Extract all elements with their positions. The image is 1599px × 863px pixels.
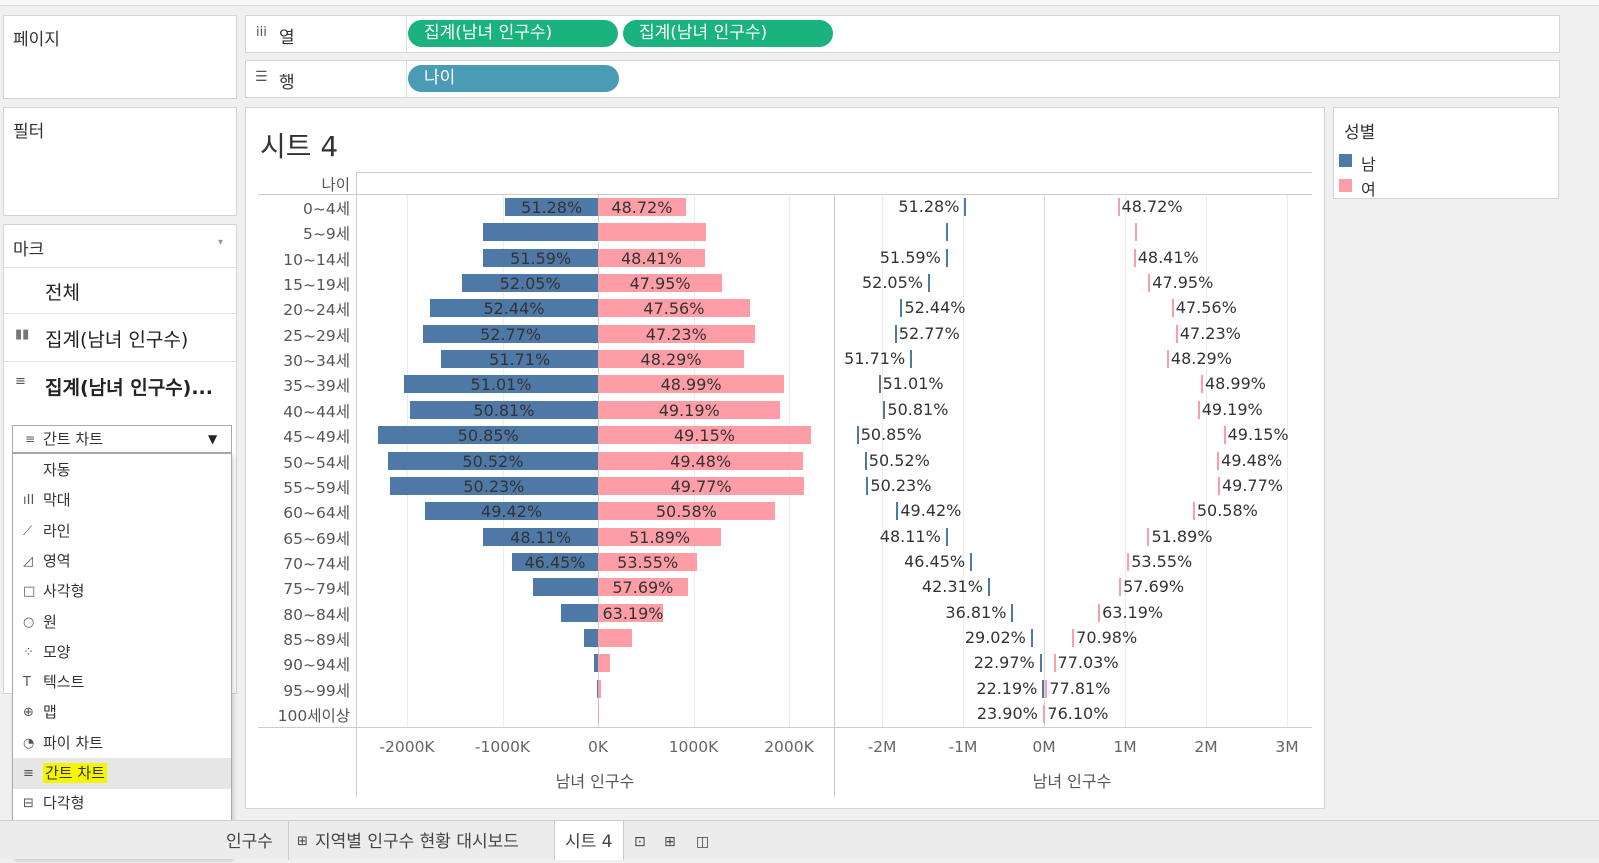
mark-type-option-label: 막대 (43, 485, 71, 516)
columns-pill-1[interactable]: 집계(남녀 인구수) (408, 20, 618, 47)
tab-dashboard-label: 지역별 인구수 현황 대시보드 (315, 821, 519, 863)
gantt-icon: ≡ (15, 374, 26, 389)
mark-type-option-label: 모양 (43, 637, 71, 668)
bar-icon: ▮▮ (15, 327, 29, 342)
circle-icon: ○ (23, 607, 37, 638)
sheet-canvas (245, 107, 1325, 809)
area-icon: ◿ (23, 546, 37, 577)
chevron-down-icon[interactable]: ▼ (208, 426, 217, 452)
shelf-divider (406, 61, 407, 97)
mark-type-option-label: 원 (43, 607, 57, 638)
square-icon: □ (23, 576, 37, 607)
mark-type-option-polygon[interactable]: ⊟다각형 (13, 788, 231, 819)
legend-title: 성별 (1344, 118, 1375, 143)
tab-sheet-4[interactable]: 시트 4 (554, 821, 624, 860)
mark-type-option-label: 사각형 (43, 576, 84, 607)
color-legend: 성별 남 여 (1333, 107, 1559, 199)
legend-item-female[interactable]: 여 (1339, 175, 1557, 199)
gantt-icon: ≡ (25, 426, 35, 452)
pages-title: 페이지 (13, 25, 60, 50)
mark-type-option-circle[interactable]: ○원 (13, 607, 231, 638)
tab-population-label: 인구수 (226, 821, 273, 863)
rows-label: 행 (279, 68, 295, 93)
new-sheet-icon[interactable]: ⊡ (634, 821, 646, 860)
mark-type-option-label: 파이 차트 (43, 728, 103, 759)
marks-tab-measure-1[interactable]: ▮▮ 집계(남녀 인구수) (4, 313, 236, 361)
gantt-icon: ≡ (23, 758, 37, 789)
legend-swatch-male (1339, 154, 1352, 167)
mark-type-option-label: 라인 (43, 516, 71, 547)
new-story-icon[interactable]: ◫ (696, 821, 709, 860)
dashboard-icon: ⊞ (297, 821, 308, 863)
tab-population[interactable]: 인구수 (200, 821, 286, 860)
mark-type-option-square[interactable]: □사각형 (13, 576, 231, 607)
new-dashboard-icon[interactable]: ⊞ (664, 821, 676, 860)
mark-type-option-label: 영역 (43, 546, 71, 577)
bar-icon: ıII (23, 485, 37, 516)
sheet-tab-bar: 인구수 ⊞ 지역별 인구수 현황 대시보드 시트 4 ⊡ ⊞ ◫ (0, 820, 1599, 859)
marks-tab-measure-1-label: 집계(남녀 인구수) (45, 325, 188, 352)
filters-panel[interactable]: 필터 (3, 107, 237, 216)
mark-type-option-label: 자동 (43, 455, 71, 486)
top-toolbar-strip (0, 0, 1599, 6)
mark-type-option-line[interactable]: ⟋라인 (13, 516, 231, 547)
marks-title: 마크 (13, 235, 44, 260)
mark-type-option-bar[interactable]: ıII 막대 (13, 485, 231, 516)
columns-icon: iii (256, 25, 267, 40)
shelf-divider (406, 16, 407, 52)
text-icon: T (23, 667, 37, 698)
shape-icon: ⁘ (23, 637, 37, 668)
mark-type-dropdown[interactable]: ≡ 간트 차트 ▼ (12, 425, 232, 453)
line-icon: ⟋ (23, 516, 37, 547)
tab-sheet-4-label: 시트 4 (565, 821, 613, 863)
marks-menu-chevron-icon[interactable]: ▾ (218, 237, 223, 248)
marks-tab-all-label: 전체 (45, 278, 80, 305)
pie-icon: ◔ (23, 728, 37, 759)
mark-type-option-map[interactable]: ⊕맵 (13, 697, 231, 728)
marks-tab-all[interactable]: 전체 (4, 267, 236, 313)
mark-type-option-label: 간트 차트 (43, 758, 107, 789)
marks-tab-measure-2[interactable]: ≡ 집계(남녀 인구수)... (4, 361, 236, 409)
tab-dashboard[interactable]: ⊞ 지역별 인구수 현황 대시보드 (288, 821, 552, 860)
mark-type-option-label: 다각형 (43, 788, 84, 819)
columns-pill-2[interactable]: 집계(남녀 인구수) (623, 20, 833, 47)
mark-type-option-gantt[interactable]: ≡간트 차트 (13, 758, 231, 789)
mark-type-option-label: 텍스트 (43, 667, 84, 698)
marks-tab-measure-2-label: 집계(남녀 인구수)... (45, 373, 213, 400)
columns-label: 열 (279, 23, 295, 48)
polygon-icon: ⊟ (23, 788, 37, 819)
legend-item-male[interactable]: 남 (1339, 150, 1557, 174)
rows-pill-1[interactable]: 나이 (408, 65, 619, 92)
filters-title: 필터 (13, 117, 44, 142)
mark-type-option-auto[interactable]: 자동 (13, 455, 231, 486)
sheet-title: 시트 4 (260, 125, 338, 165)
mark-type-option-label: 맵 (43, 697, 57, 728)
mark-type-option-area[interactable]: ◿영역 (13, 546, 231, 577)
mark-type-selected: 간트 차트 (43, 426, 103, 452)
map-icon: ⊕ (23, 697, 37, 728)
legend-label-female: 여 (1361, 176, 1376, 200)
legend-swatch-female (1339, 179, 1352, 192)
pages-panel[interactable]: 페이지 (3, 15, 237, 99)
mark-type-option-pie[interactable]: ◔파이 차트 (13, 728, 231, 759)
rows-icon: ☰ (255, 69, 268, 85)
mark-type-option-shape[interactable]: ⁘모양 (13, 637, 231, 668)
legend-label-male: 남 (1361, 151, 1376, 175)
